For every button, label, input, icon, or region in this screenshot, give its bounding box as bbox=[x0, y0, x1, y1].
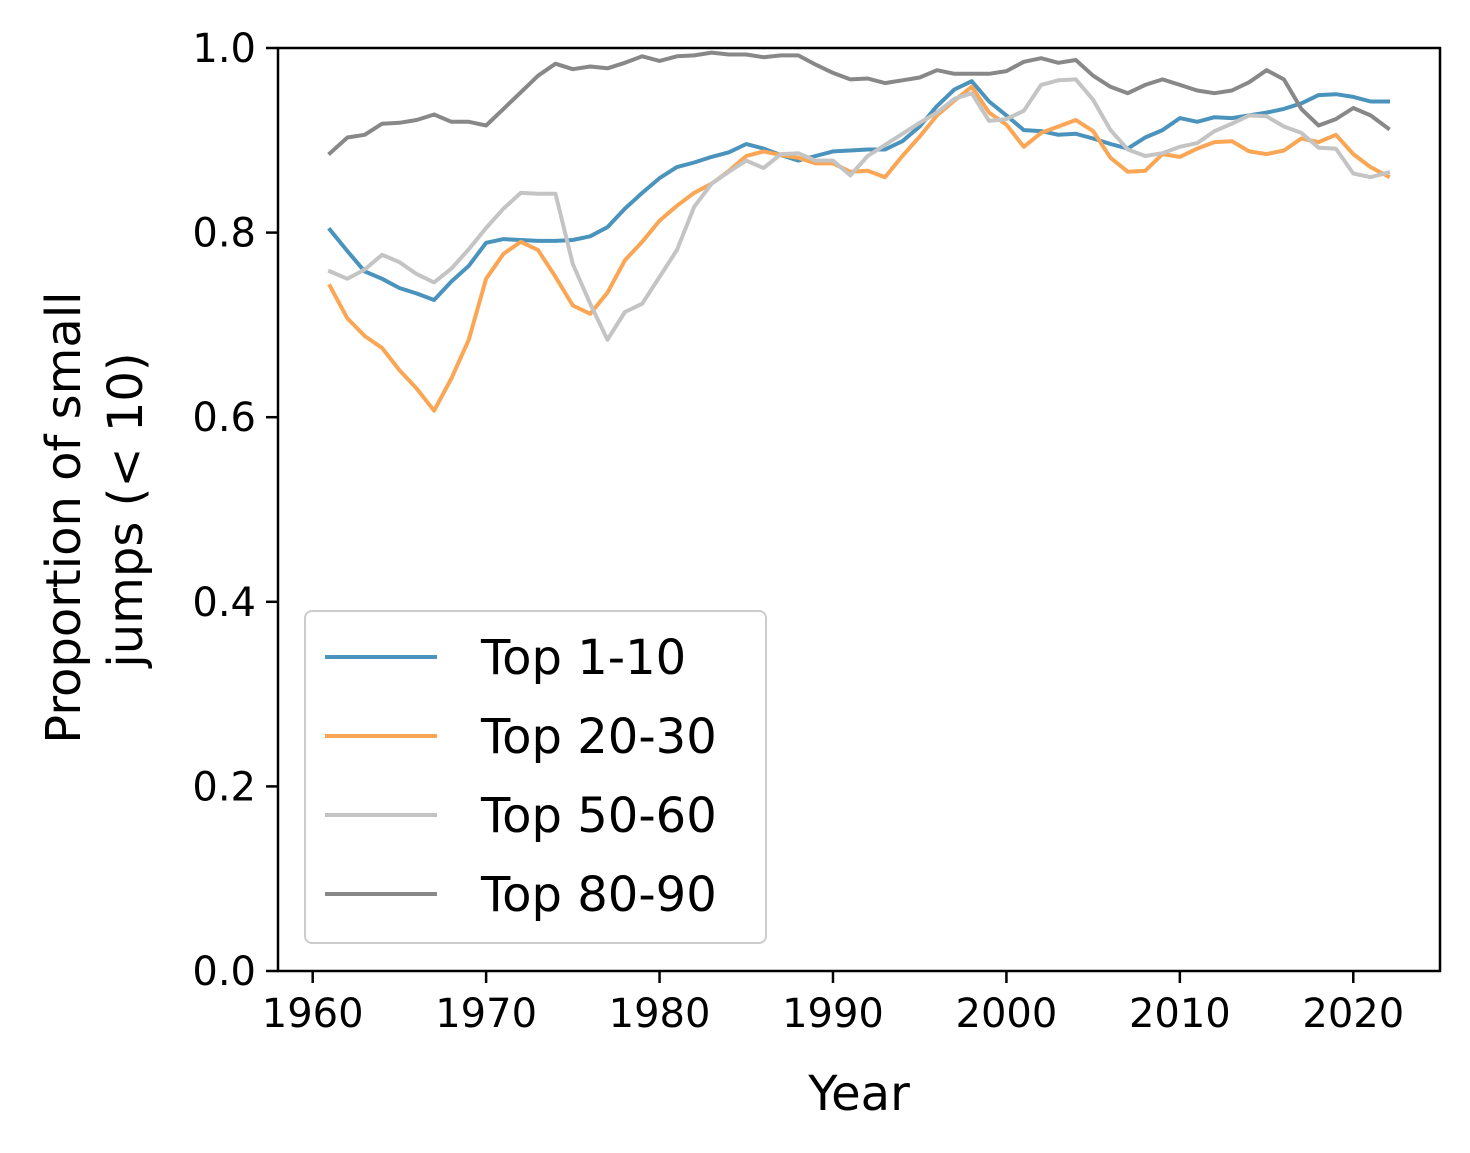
x-tick-label: 1990 bbox=[782, 991, 884, 1037]
y-axis-title: Proportion of small jumps (< 10) bbox=[36, 276, 154, 744]
y-tick-label: 1.0 bbox=[192, 26, 256, 72]
x-tick-label: 2010 bbox=[1129, 991, 1231, 1037]
x-tick-label: 1980 bbox=[609, 991, 711, 1037]
y-axis-title-line-2: jumps (< 10) bbox=[98, 352, 154, 668]
series-layer bbox=[327, 50, 1391, 413]
legend-label: Top 20-30 bbox=[480, 709, 717, 765]
x-axis: 1960 1970 1980 1990 2000 2010 2020 bbox=[262, 971, 1404, 1037]
y-axis-title-line-1: Proportion of small bbox=[36, 291, 92, 743]
x-tick-label: 1960 bbox=[262, 991, 364, 1037]
y-axis: 0.0 0.2 0.4 0.6 0.8 1.0 bbox=[192, 26, 278, 995]
x-tick-label: 2000 bbox=[956, 991, 1058, 1037]
series-line-2 bbox=[327, 84, 1391, 413]
legend-items: Top 1-10 Top 20-30 Top 50-60 Top 80-90 bbox=[325, 630, 717, 923]
x-tick-label: 2020 bbox=[1302, 991, 1404, 1037]
series-line-4 bbox=[327, 50, 1391, 157]
legend-frame bbox=[304, 610, 767, 944]
x-axis-title: Year bbox=[807, 1066, 910, 1122]
plot-frame bbox=[276, 46, 1442, 973]
y-tick-label: 0.6 bbox=[192, 395, 256, 441]
legend-label: Top 80-90 bbox=[480, 867, 717, 923]
y-tick-label: 0.2 bbox=[192, 764, 256, 810]
legend-label: Top 1-10 bbox=[480, 630, 686, 686]
series-line-3 bbox=[327, 77, 1391, 342]
x-tick-label: 1970 bbox=[435, 991, 537, 1037]
y-tick-label: 0.0 bbox=[192, 949, 256, 995]
legend: Top 1-10 Top 20-30 Top 50-60 Top 80-90 bbox=[304, 610, 767, 944]
legend-label: Top 50-60 bbox=[480, 788, 717, 844]
y-tick-label: 0.4 bbox=[192, 580, 256, 626]
series-line-1 bbox=[327, 79, 1390, 302]
y-tick-label: 0.8 bbox=[192, 211, 256, 257]
